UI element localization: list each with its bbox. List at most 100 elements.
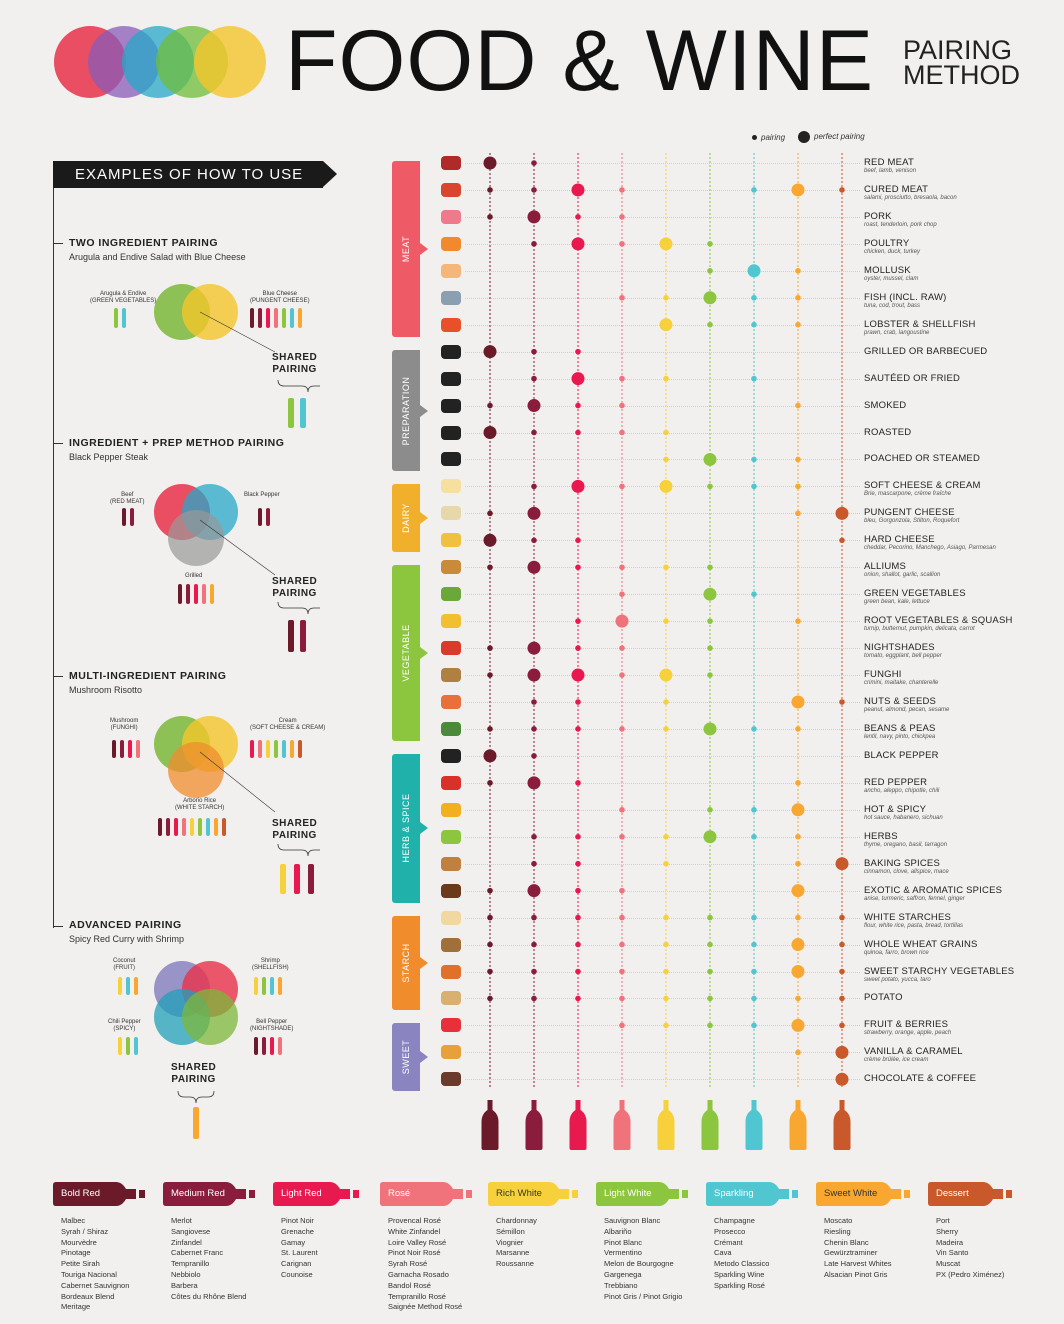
category-vegetable: VEGETABLE	[392, 565, 428, 741]
example-2-label-c: Grilled	[185, 573, 203, 579]
wine-variety: Sparkling Wine	[714, 1269, 765, 1279]
wine-variety: Prosecco	[714, 1226, 746, 1236]
category-label: PREPARATION	[401, 376, 411, 445]
example-3-subtitle: Mushroom Risotto	[69, 685, 143, 695]
wine-variety: Mourvèdre	[61, 1237, 97, 1247]
wine-variety: Petite Sirah	[61, 1259, 100, 1269]
category-label: MEAT	[401, 235, 411, 263]
white-starches-icon	[441, 910, 461, 925]
category-label: STARCH	[401, 943, 411, 983]
chocolate-coffee-icon	[441, 1072, 461, 1087]
category-label: DAIRY	[401, 503, 411, 534]
row-guide	[465, 621, 860, 623]
wine-variety: Malbec	[61, 1216, 86, 1225]
sweet-starchy-vegetables-icon	[441, 964, 461, 979]
row-label: BAKING SPICES	[864, 857, 940, 869]
example-1-title: TWO INGREDIENT PAIRING	[69, 237, 219, 249]
wine-header-rich-white: Rich White	[488, 1182, 578, 1206]
soft-cheese-cream-icon	[441, 479, 461, 494]
row-label: ROOT VEGETABLES & SQUASH	[864, 615, 1013, 627]
wine-bottle-icon	[481, 1100, 499, 1150]
page-title: FOOD & WINE	[285, 13, 875, 109]
wine-header-bold-red: Bold Red	[53, 1182, 145, 1206]
page-subtitle: PAIRING METHOD	[903, 37, 1020, 90]
row-label: FISH (INCL. RAW)	[864, 291, 947, 303]
example-4-label-c: Chili Pepper (SPICY)	[108, 1019, 141, 1032]
logo-circles	[54, 26, 266, 98]
wine-variety: Cabernet Sauvignon	[61, 1280, 130, 1290]
bottle-shape	[596, 1182, 688, 1206]
example-3-venn	[112, 716, 320, 894]
wine-variety: Tempranillo Rosé	[388, 1291, 446, 1301]
row-label: BLACK PEPPER	[864, 749, 939, 761]
row-label: BEANS & PEAS	[864, 722, 936, 734]
wine-varieties-list: Sauvignon Blanc Albariño Pinot Blanc Vermen…	[604, 1216, 682, 1302]
row-guide	[465, 782, 860, 784]
wine-variety: St. Laurent	[281, 1248, 318, 1258]
row-label: CURED MEAT	[864, 183, 929, 195]
row-guide	[465, 944, 860, 946]
row-sublabel: oyster, mussel, clam	[864, 275, 919, 282]
bottle-shape	[380, 1182, 472, 1206]
row-guide	[465, 971, 860, 973]
row-guide	[465, 405, 860, 407]
wine-variety: Viognier	[496, 1237, 524, 1247]
mollusk-icon	[441, 263, 461, 278]
row-guide	[465, 432, 860, 434]
wine-variety: Albariño	[604, 1226, 632, 1236]
wine-name: Rosé	[388, 1188, 411, 1199]
row-sublabel: beef, lamb, venison	[864, 168, 917, 174]
saut-ed-or-fried-icon	[441, 371, 461, 386]
legend-pairing: pairing	[752, 133, 785, 142]
subtitle-line-2: METHOD	[903, 60, 1020, 90]
row-label: HERBS	[864, 830, 898, 842]
wine-varieties-list: Merlot Sangiovese Zinfandel Cabernet Franc T…	[171, 1216, 246, 1302]
row-guide	[465, 486, 860, 488]
wine-bottle-icon	[525, 1100, 543, 1150]
pungent-cheese-icon	[441, 506, 461, 521]
shared-pairing-label: SHARED PAIRING	[272, 352, 318, 375]
category-starch: STARCH	[392, 915, 428, 1011]
pork-icon	[441, 209, 461, 224]
wine-variety: Moscato	[824, 1216, 853, 1225]
row-guide	[465, 728, 860, 730]
row-label: FRUIT & BERRIES	[864, 1019, 949, 1031]
category-label: VEGETABLE	[401, 624, 411, 682]
wine-bottle-icon	[701, 1100, 719, 1150]
wine-variety: Chenin Blanc	[824, 1237, 869, 1247]
example-1-subtitle: Arugula and Endive Salad with Blue Chees…	[69, 252, 246, 262]
fruit-berries-icon	[441, 1018, 461, 1033]
wine-variety: Trebbiano	[604, 1280, 638, 1290]
hard-cheese-icon	[441, 533, 461, 548]
wine-header-dessert: Dessert	[928, 1182, 1012, 1206]
row-guide	[465, 702, 860, 703]
wine-variety: Counoise	[281, 1269, 313, 1279]
wine-header-light-white: Light White	[596, 1182, 688, 1206]
wine-varieties-list: Champagne Prosecco Crémant Cava Metodo Class…	[714, 1216, 769, 1292]
wine-variety: Pinot Noir Rosé	[388, 1248, 441, 1258]
row-label: LOBSTER & SHELLFISH	[864, 318, 976, 330]
wine-variety: Vin Santo	[936, 1248, 969, 1258]
bottle-shape	[53, 1182, 145, 1206]
wine-bottle-icon	[569, 1100, 587, 1150]
row-sublabel: roast, tenderloin, pork chop	[864, 221, 937, 228]
row-label: PUNGENT CHEESE	[864, 507, 955, 519]
row-sublabel: onion, shallot, garlic, scallion	[864, 572, 941, 579]
vanilla-caramel-icon	[441, 1045, 461, 1060]
category-sweet: SWEET	[392, 1023, 428, 1092]
row-sublabel: lentil, navy, pinto, chickpea	[864, 733, 936, 740]
example-tick	[53, 676, 63, 677]
wine-name: Dessert	[936, 1188, 969, 1199]
example-tick	[53, 926, 63, 927]
wine-name: Bold Red	[61, 1188, 101, 1199]
example-3-label-c: Arborio Rice (WHITE STARCH)	[175, 798, 225, 811]
example-4-subtitle: Spicy Red Curry with Shrimp	[69, 934, 185, 944]
example-4-label-a: Coconut (FRUIT)	[113, 958, 136, 971]
row-guide	[465, 998, 860, 1000]
row-guide	[465, 459, 860, 461]
row-guide	[465, 189, 860, 191]
roasted-icon	[441, 425, 461, 440]
row-sublabel: sweet potato, yucca, taro	[864, 976, 931, 983]
green-vegetables-icon	[441, 587, 461, 602]
example-1-label-b: Blue Cheese (PUNGENT CHEESE)	[250, 291, 310, 304]
